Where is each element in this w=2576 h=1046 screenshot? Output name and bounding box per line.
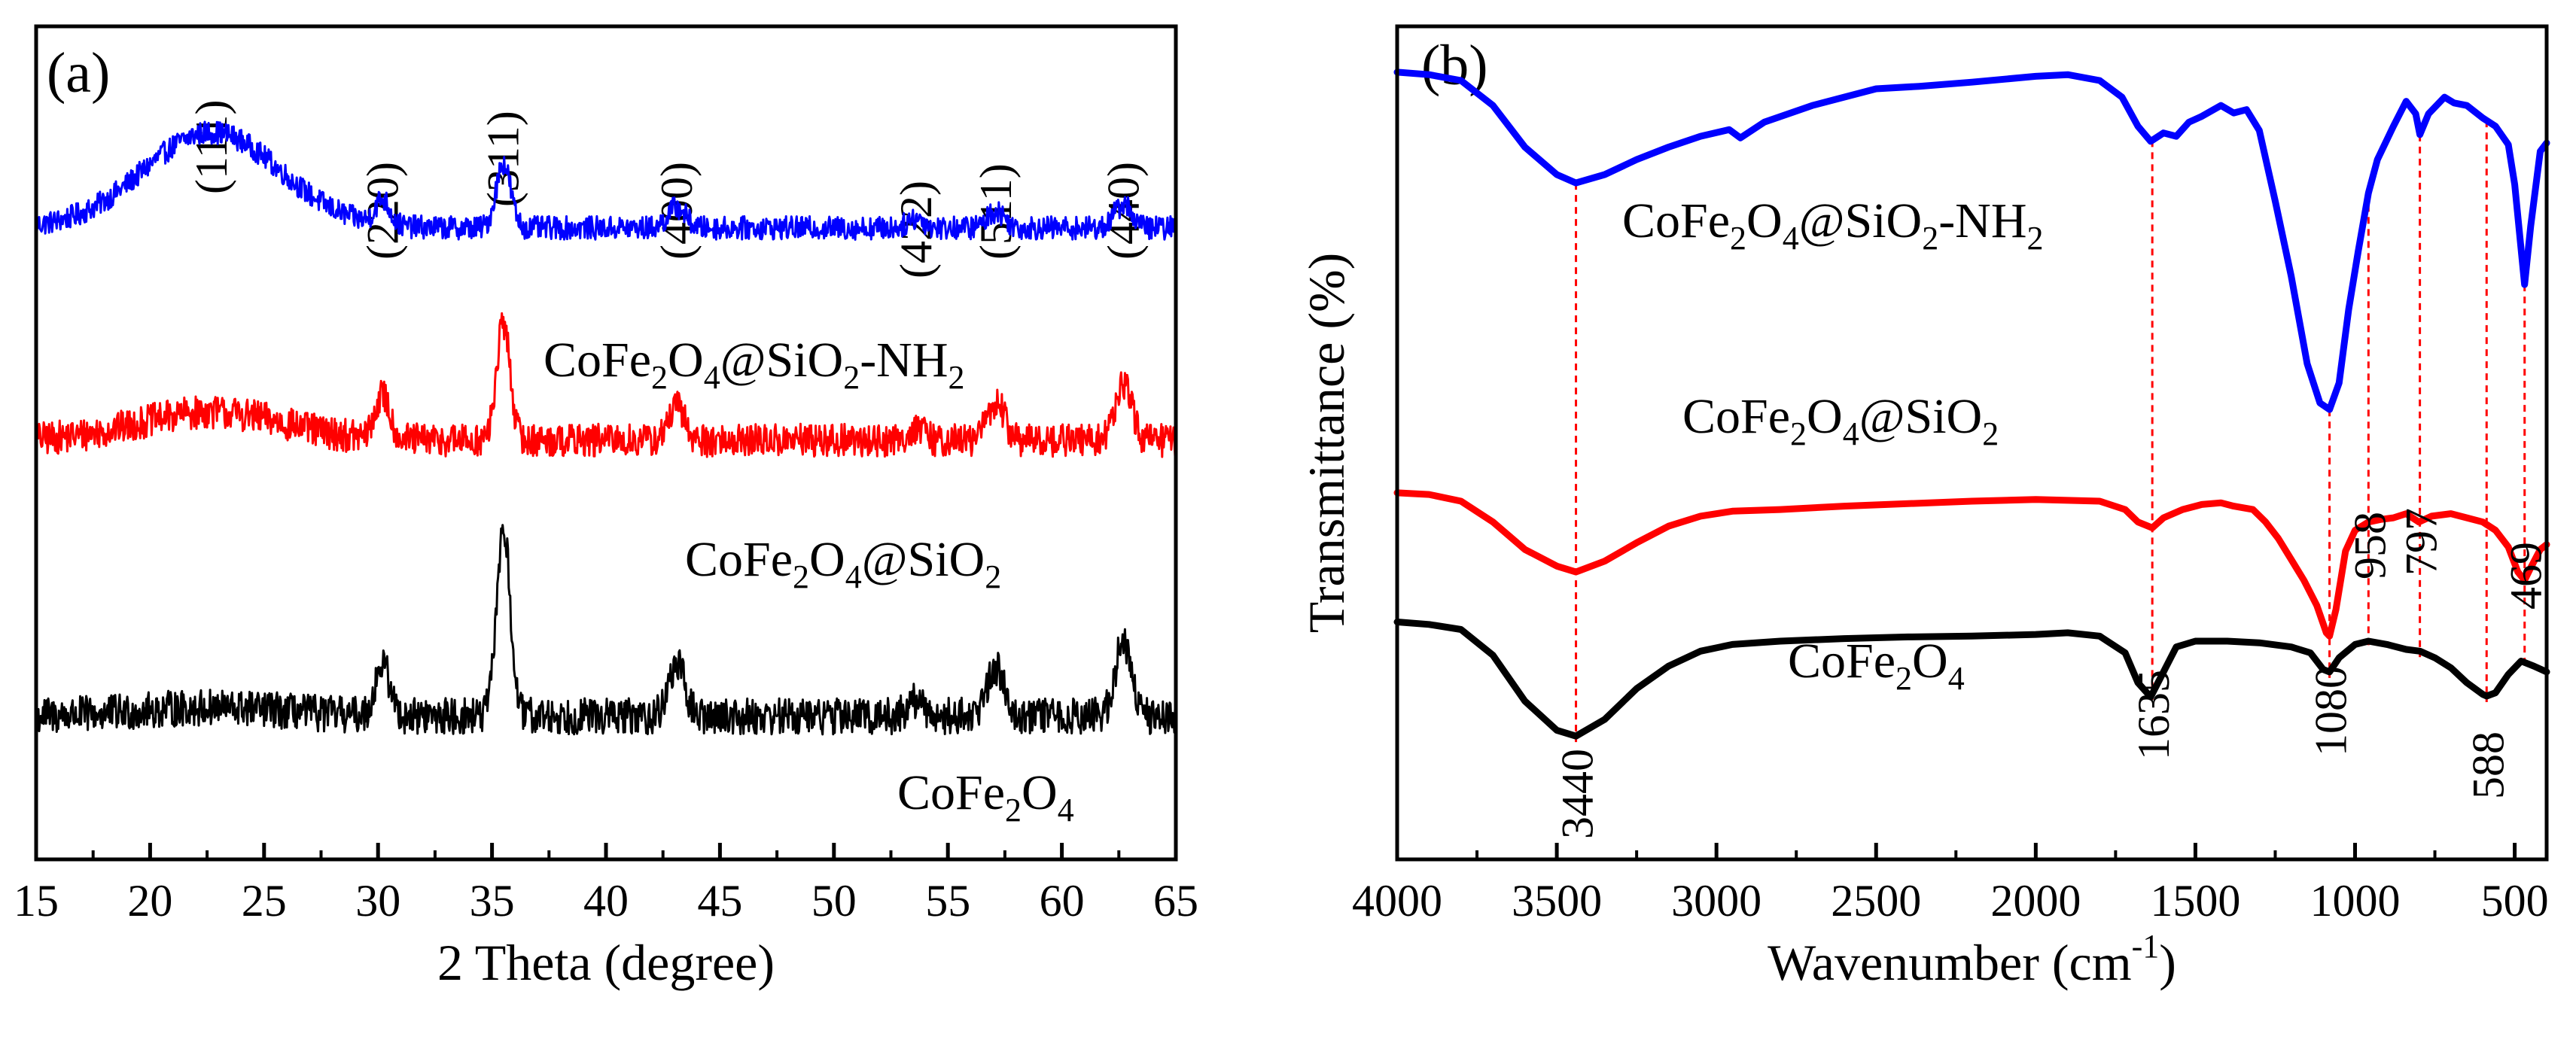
panel-a-x-tick-label: 55: [925, 876, 970, 926]
label-part: O: [1807, 389, 1843, 444]
label-subscript: 2: [1005, 792, 1022, 829]
panel-a-series-label: CoFe2O4: [897, 765, 1074, 829]
panel-b-x-tick-label: 2000: [1990, 876, 2081, 926]
label-subscript: 2: [1790, 415, 1807, 452]
panel-b-peak-labels: 3440 1635 1080 958 797 588 469: [1553, 508, 2551, 839]
panel-a-label: (a): [47, 41, 110, 105]
panel-b-ftir-chart: (b) CoFe2O4@SiO2-NH2CoFe2O4@SiO2CoFe2O4 …: [1298, 24, 2551, 991]
panel-b-series-label: CoFe2O4@SiO2-NH2: [1622, 193, 2044, 257]
panel-a-series-label: CoFe2O4@SiO2: [685, 532, 1001, 595]
label-subscript: 2: [985, 558, 1001, 595]
label-subscript: 4: [704, 359, 720, 396]
panel-a-x-axis-title: 2 Theta (degree): [437, 934, 775, 991]
panel-b-x-tick-label: 3000: [1671, 876, 1761, 926]
panel-b-series-label: CoFe2O4: [1788, 634, 1965, 697]
panel-b-y-axis-title: Transmittance (%): [1298, 253, 1355, 633]
label-part: -NH: [1938, 193, 2026, 248]
panel-a-series: [35, 120, 1177, 736]
label-part: CoFe: [685, 532, 793, 587]
label-part: CoFe: [1788, 634, 1895, 689]
panel-a-peak-labels: (111)(220)(311)(400) (422) (511) (440): [187, 99, 1148, 278]
label-part: O: [668, 333, 704, 388]
label-subscript: 2: [1982, 415, 1999, 452]
label-subscript: 2: [1730, 220, 1746, 257]
label-subscript: 4: [1843, 415, 1859, 452]
label-part: O: [1746, 193, 1783, 248]
label-part: @SiO: [720, 333, 844, 388]
panel-a-x-tick-label: 60: [1040, 876, 1085, 926]
label-subscript: 2: [651, 359, 668, 396]
panel-b-x-axis-title: Wavenumber (cm-1): [1768, 928, 2176, 991]
label-subscript: 4: [1948, 660, 1965, 697]
panel-b-peak-label: 1635: [2129, 670, 2179, 760]
label-subscript: 2: [1922, 220, 1938, 257]
panel-a-series-line: [35, 120, 1177, 241]
label-part: -NH: [860, 333, 948, 388]
label-part: CoFe: [544, 333, 651, 388]
label-subscript: 2: [843, 359, 860, 396]
panel-a-series-line: [35, 312, 1177, 458]
panel-a-x-tick-label: 65: [1153, 876, 1198, 926]
label-part: CoFe: [1682, 389, 1790, 444]
panel-b-x-axis-title-end: ): [2159, 934, 2176, 991]
label-part: O: [1022, 765, 1058, 820]
panel-b-reference-lines: [1575, 120, 2526, 743]
panel-b-x-axis-title-main: Wavenumber (cm: [1768, 934, 2132, 991]
panel-b-peak-label: 469: [2501, 542, 2551, 610]
panel-b-series-line: [1393, 489, 2550, 640]
label-part: @SiO: [1859, 389, 1983, 444]
panel-b-peak-label: 588: [2463, 731, 2513, 799]
panel-b-peak-label: 1080: [2307, 666, 2356, 756]
label-subscript: 2: [793, 558, 809, 595]
panel-b-peak-label: 797: [2397, 508, 2447, 576]
label-subscript: 4: [1783, 220, 1799, 257]
label-part: O: [809, 532, 845, 587]
panel-a-x-tick-label: 45: [697, 876, 742, 926]
panel-b-x-tick-label: 1000: [2310, 876, 2401, 926]
panel-b-x-tick-label: 3500: [1512, 876, 1602, 926]
panel-a-x-tick-label: 30: [355, 876, 400, 926]
label-subscript: 4: [845, 558, 862, 595]
panel-b-peak-label: 958: [2345, 512, 2395, 579]
label-subscript: 2: [1895, 660, 1912, 697]
panel-a-x-tick-label: 15: [14, 876, 59, 926]
label-part: @SiO: [1799, 193, 1923, 248]
panel-a-x-tick-label: 40: [583, 876, 629, 926]
panel-b-x-tick-label: 1500: [2150, 876, 2240, 926]
panel-a-series-label: CoFe2O4@SiO2-NH2: [544, 333, 965, 396]
label-subscript: 2: [2027, 220, 2044, 257]
panel-a-series-line: [35, 524, 1177, 736]
label-subscript: 4: [1058, 792, 1074, 829]
panel-b-series-line: [1393, 68, 2550, 413]
panel-b-label: (b): [1421, 34, 1488, 97]
label-part: CoFe: [1622, 193, 1730, 248]
panel-b-x-axis-title-superscript: -1: [2132, 928, 2160, 965]
panel-a-x-tick-label: 50: [811, 876, 857, 926]
panel-a-x-tick-label: 20: [127, 876, 172, 926]
panel-b-x-ticks: 4000 3500 3000 2500 2000 1500 1000 500: [1352, 843, 2549, 926]
panel-a-x-tick-label: 25: [242, 876, 287, 926]
panel-a-xrd-chart: (a) (111)(220)(311)(400) (422) (511) (440) …: [14, 24, 1198, 991]
label-part: CoFe: [897, 765, 1005, 820]
panel-b-x-tick-label: 4000: [1352, 876, 1442, 926]
label-subscript: 2: [948, 359, 965, 396]
panel-b-x-tick-label: 2500: [1831, 876, 1921, 926]
panel-a-x-ticks: 15 20 25 30 35 40 45 50 55 60 65: [14, 843, 1198, 926]
panel-a-x-tick-label: 35: [470, 876, 515, 926]
panel-a-peak-label: (111): [187, 99, 236, 194]
panel-b-series-label: CoFe2O4@SiO2: [1682, 389, 1999, 452]
panel-b-plot-frame: [1395, 24, 2549, 862]
panel-b-peak-label: 3440: [1553, 749, 1603, 839]
panel-b-series: [1393, 68, 2550, 740]
label-part: O: [1912, 634, 1948, 689]
label-part: @SiO: [862, 532, 985, 587]
panel-b-series-line: [1393, 619, 2550, 740]
panel-b-x-tick-label: 500: [2481, 876, 2549, 926]
